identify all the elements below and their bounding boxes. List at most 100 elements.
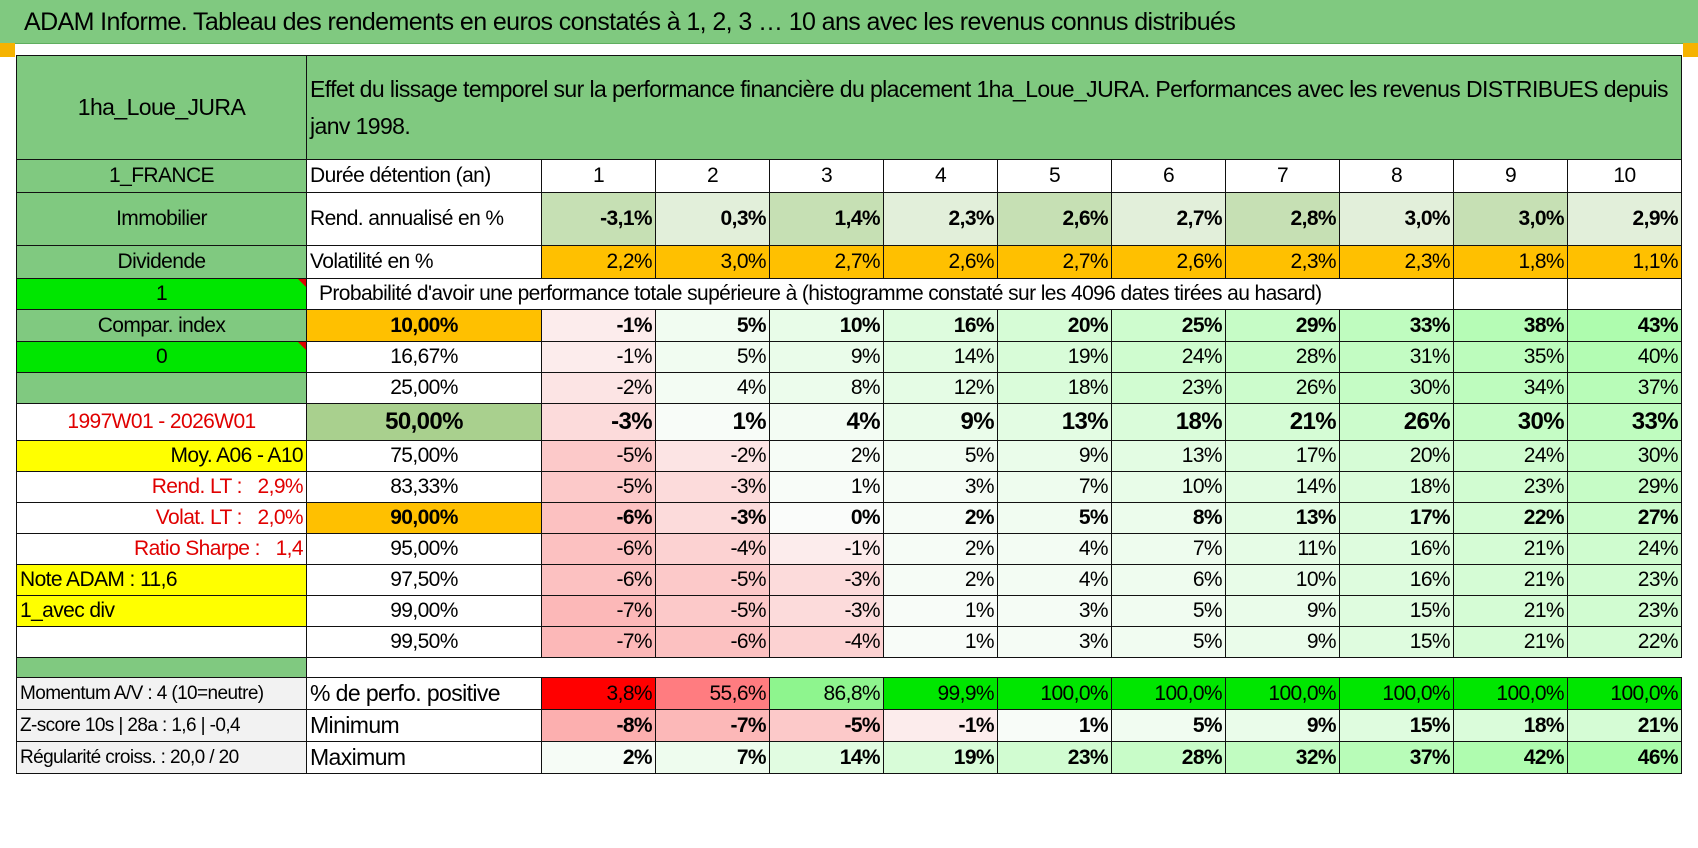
quantile-value: 0% <box>770 503 884 534</box>
duration-header: 1 <box>542 160 656 193</box>
volatility-row: Dividende Volatilité en % 2,2% 3,0% 2,7% 2,6%… <box>17 246 1682 279</box>
quantile-value: 14% <box>884 342 998 373</box>
spacer-cell <box>1226 658 1340 678</box>
quantile-value: -3% <box>656 472 770 503</box>
maximum-value: 28% <box>1112 742 1226 774</box>
maximum-label: Maximum <box>307 742 542 774</box>
minimum-value: 21% <box>1568 710 1682 742</box>
input-field-2: 0 <box>17 342 307 373</box>
positive-value: 100,0% <box>1568 678 1682 710</box>
quantile-value: 21% <box>1454 596 1568 627</box>
probability-title-row: 1 Probabilité d'avoir une performance tot… <box>17 279 1682 310</box>
quantile-value: -6% <box>542 503 656 534</box>
quantile-value: 21% <box>1454 534 1568 565</box>
report-title: ADAM Informe. Tableau des rendements en … <box>24 8 1235 37</box>
quantile-row: 1_avec div 99,00% -7% -5% -3% 1% 3% 5% 9% 15% 21% 2… <box>17 596 1682 627</box>
quantile-value: 9% <box>1226 627 1340 658</box>
quantile-value: 35% <box>1454 342 1568 373</box>
rendement-value: 2,7% <box>1112 193 1226 246</box>
quantile-value: 2% <box>884 534 998 565</box>
input-field-1[interactable]: 1 <box>17 279 307 310</box>
quantile-value: 10% <box>1112 472 1226 503</box>
duration-header: 6 <box>1112 160 1226 193</box>
quantile-row: 25,00% -2% 4% 8% 12% 18% 23% 26% 30% 34% 37% <box>17 373 1682 404</box>
volatility-value: 2,6% <box>1112 246 1226 279</box>
quantile-value: 26% <box>1226 373 1340 404</box>
spacer-cell <box>1454 658 1568 678</box>
empty-green-cell <box>17 373 307 404</box>
quantile-value: -5% <box>656 565 770 596</box>
quantile-value: 2% <box>884 503 998 534</box>
quantile-value: 5% <box>656 342 770 373</box>
positive-label: % de perfo. positive <box>307 678 542 710</box>
minimum-value: 1% <box>998 710 1112 742</box>
regularite-label: Régularité croiss. : 20,0 / 20 <box>17 742 307 774</box>
quantile-value: 17% <box>1340 503 1454 534</box>
quantile-value: -1% <box>542 342 656 373</box>
quantile-value: 43% <box>1568 310 1682 342</box>
quantile-row: Volat. LT : 2,0% 90,00% -6% -3% 0% 2% 5% 8% 13% 1… <box>17 503 1682 534</box>
header-text: Effet du lissage temporel sur la perform… <box>307 56 1682 160</box>
minimum-value: 5% <box>1112 710 1226 742</box>
positive-value: 100,0% <box>1112 678 1226 710</box>
quantile-value: 21% <box>1226 404 1340 441</box>
quantile-value: -6% <box>542 534 656 565</box>
rendement-value: -3,1% <box>542 193 656 246</box>
quantile-value: 13% <box>1112 441 1226 472</box>
probability-level: 99,00% <box>307 596 542 627</box>
spacer-cell <box>770 658 884 678</box>
quantile-value: 2% <box>770 441 884 472</box>
minimum-value: 9% <box>1226 710 1340 742</box>
quantile-value: -3% <box>542 404 656 441</box>
quantile-value: 5% <box>656 310 770 342</box>
volatility-value: 2,7% <box>998 246 1112 279</box>
quantile-value: -3% <box>770 565 884 596</box>
quantile-value: -5% <box>542 441 656 472</box>
maximum-value: 19% <box>884 742 998 774</box>
quantile-row: Rend. LT : 2,9% 83,33% -5% -3% 1% 3% 7% 10% 14% 1… <box>17 472 1682 503</box>
quantile-value: -2% <box>656 441 770 472</box>
quantile-value: 13% <box>998 404 1112 441</box>
volatility-value: 2,3% <box>1340 246 1454 279</box>
rendement-value: 2,3% <box>884 193 998 246</box>
quantile-value: 15% <box>1340 596 1454 627</box>
duration-header: 2 <box>656 160 770 193</box>
quantile-value: -6% <box>656 627 770 658</box>
rendement-value: 0,3% <box>656 193 770 246</box>
quantile-value: 9% <box>1226 596 1340 627</box>
minimum-value: -8% <box>542 710 656 742</box>
quantile-value: 20% <box>1340 441 1454 472</box>
quantile-value: 22% <box>1454 503 1568 534</box>
quantile-value: -4% <box>770 627 884 658</box>
quantile-value: 38% <box>1454 310 1568 342</box>
probability-level: 90,00% <box>307 503 542 534</box>
quantile-row: 99,50% -7% -6% -4% 1% 3% 5% 9% 15% 21% 22% <box>17 627 1682 658</box>
sharpe-label: Ratio Sharpe : <box>134 537 260 560</box>
quantile-value: 3% <box>998 596 1112 627</box>
duration-label: Durée détention (an) <box>307 160 542 193</box>
probability-level: 25,00% <box>307 373 542 404</box>
maximum-value: 23% <box>998 742 1112 774</box>
quantile-value: 9% <box>770 342 884 373</box>
period-label: 1997W01 - 2026W01 <box>17 404 307 441</box>
volatility-value: 3,0% <box>656 246 770 279</box>
quantile-value: 29% <box>1226 310 1340 342</box>
quantile-value: 5% <box>998 503 1112 534</box>
quantile-value: 20% <box>998 310 1112 342</box>
quantile-value: 15% <box>1340 627 1454 658</box>
quantile-row: Moy. A06 - A10 75,00% -5% -2% 2% 5% 9% 13% 17% 20… <box>17 441 1682 472</box>
quantile-value: 23% <box>1112 373 1226 404</box>
quantile-value: 30% <box>1568 441 1682 472</box>
duration-header: 10 <box>1568 160 1682 193</box>
quantile-value: -7% <box>542 627 656 658</box>
quantile-value: 1% <box>656 404 770 441</box>
rendement-value: 2,9% <box>1568 193 1682 246</box>
quantile-value: -7% <box>542 596 656 627</box>
quantile-value: 17% <box>1226 441 1340 472</box>
country-label: 1_FRANCE <box>17 160 307 193</box>
quantile-value: 5% <box>884 441 998 472</box>
quantile-value: 5% <box>1112 627 1226 658</box>
empty-cell <box>17 627 307 658</box>
quantile-value: 23% <box>1568 565 1682 596</box>
quantile-value: 5% <box>1112 596 1226 627</box>
